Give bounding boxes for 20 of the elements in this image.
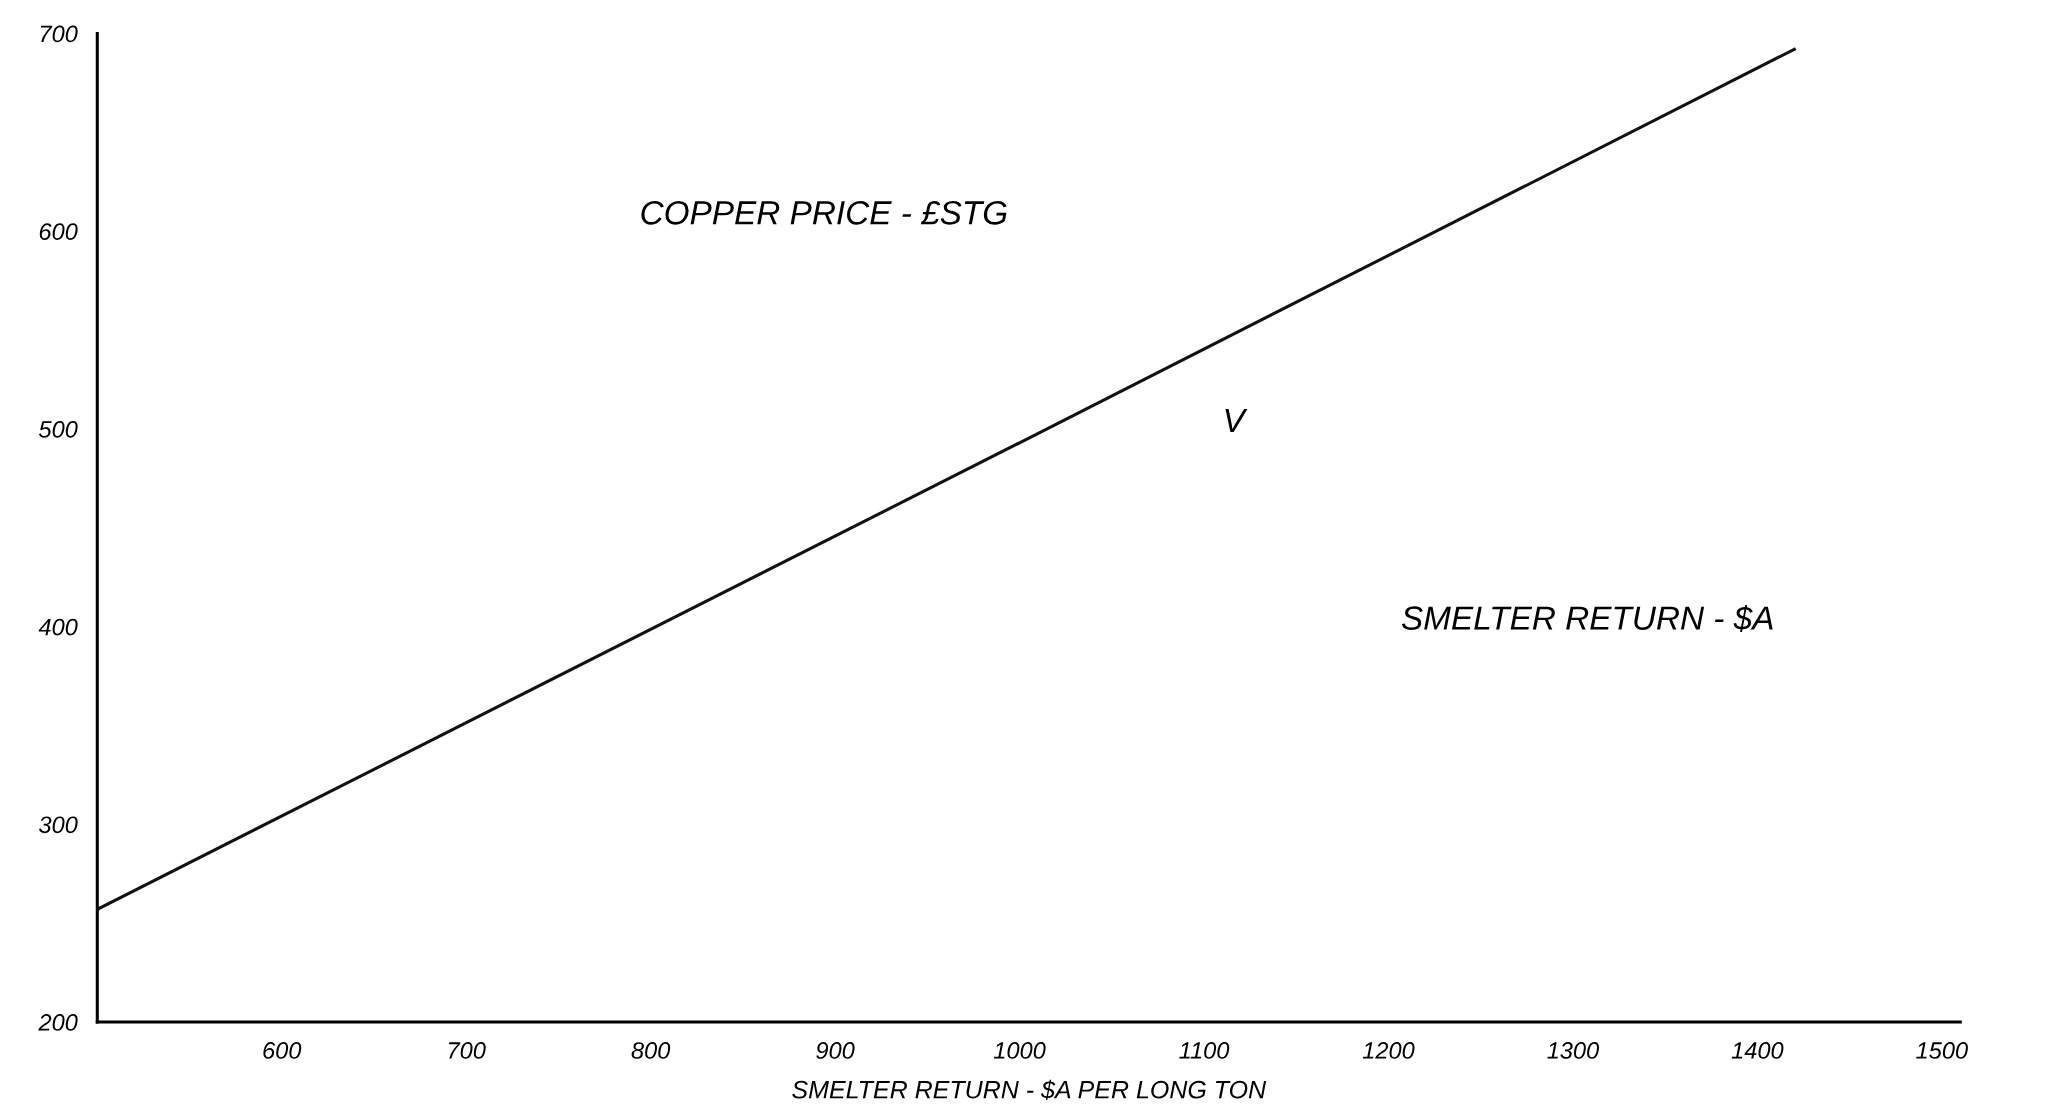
x-tick-label: 1500: [1916, 1042, 1968, 1059]
annotation: SMELTER RETURN - $A: [1401, 604, 1773, 632]
x-tick-label: 1200: [1362, 1042, 1415, 1059]
annotation: V: [1225, 408, 1248, 432]
y-tick-label: 400: [38, 618, 78, 636]
annotation: COPPER PRICE - £STG: [641, 201, 1007, 225]
y-tick-label: 200: [38, 1014, 78, 1031]
y-tick-label: 600: [39, 223, 78, 241]
x-tick-label: 1300: [1547, 1042, 1599, 1059]
x-axis-title: SMELTER RETURN - $A PER LONG TON: [792, 1079, 1267, 1100]
x-tick-label: 600: [263, 1042, 302, 1059]
y-tick-label: 500: [38, 421, 78, 438]
x-tick-label: 1100: [1179, 1042, 1230, 1059]
x-tick-label: 800: [631, 1042, 671, 1059]
x-tick-label: 900: [816, 1042, 855, 1059]
y-tick-label: 700: [40, 25, 78, 43]
x-tick-label: 1400: [1731, 1042, 1784, 1059]
x-tick-label: 1000: [993, 1042, 1046, 1059]
y-tick-label: 300: [39, 816, 78, 834]
x-tick-label: 700: [448, 1042, 486, 1059]
